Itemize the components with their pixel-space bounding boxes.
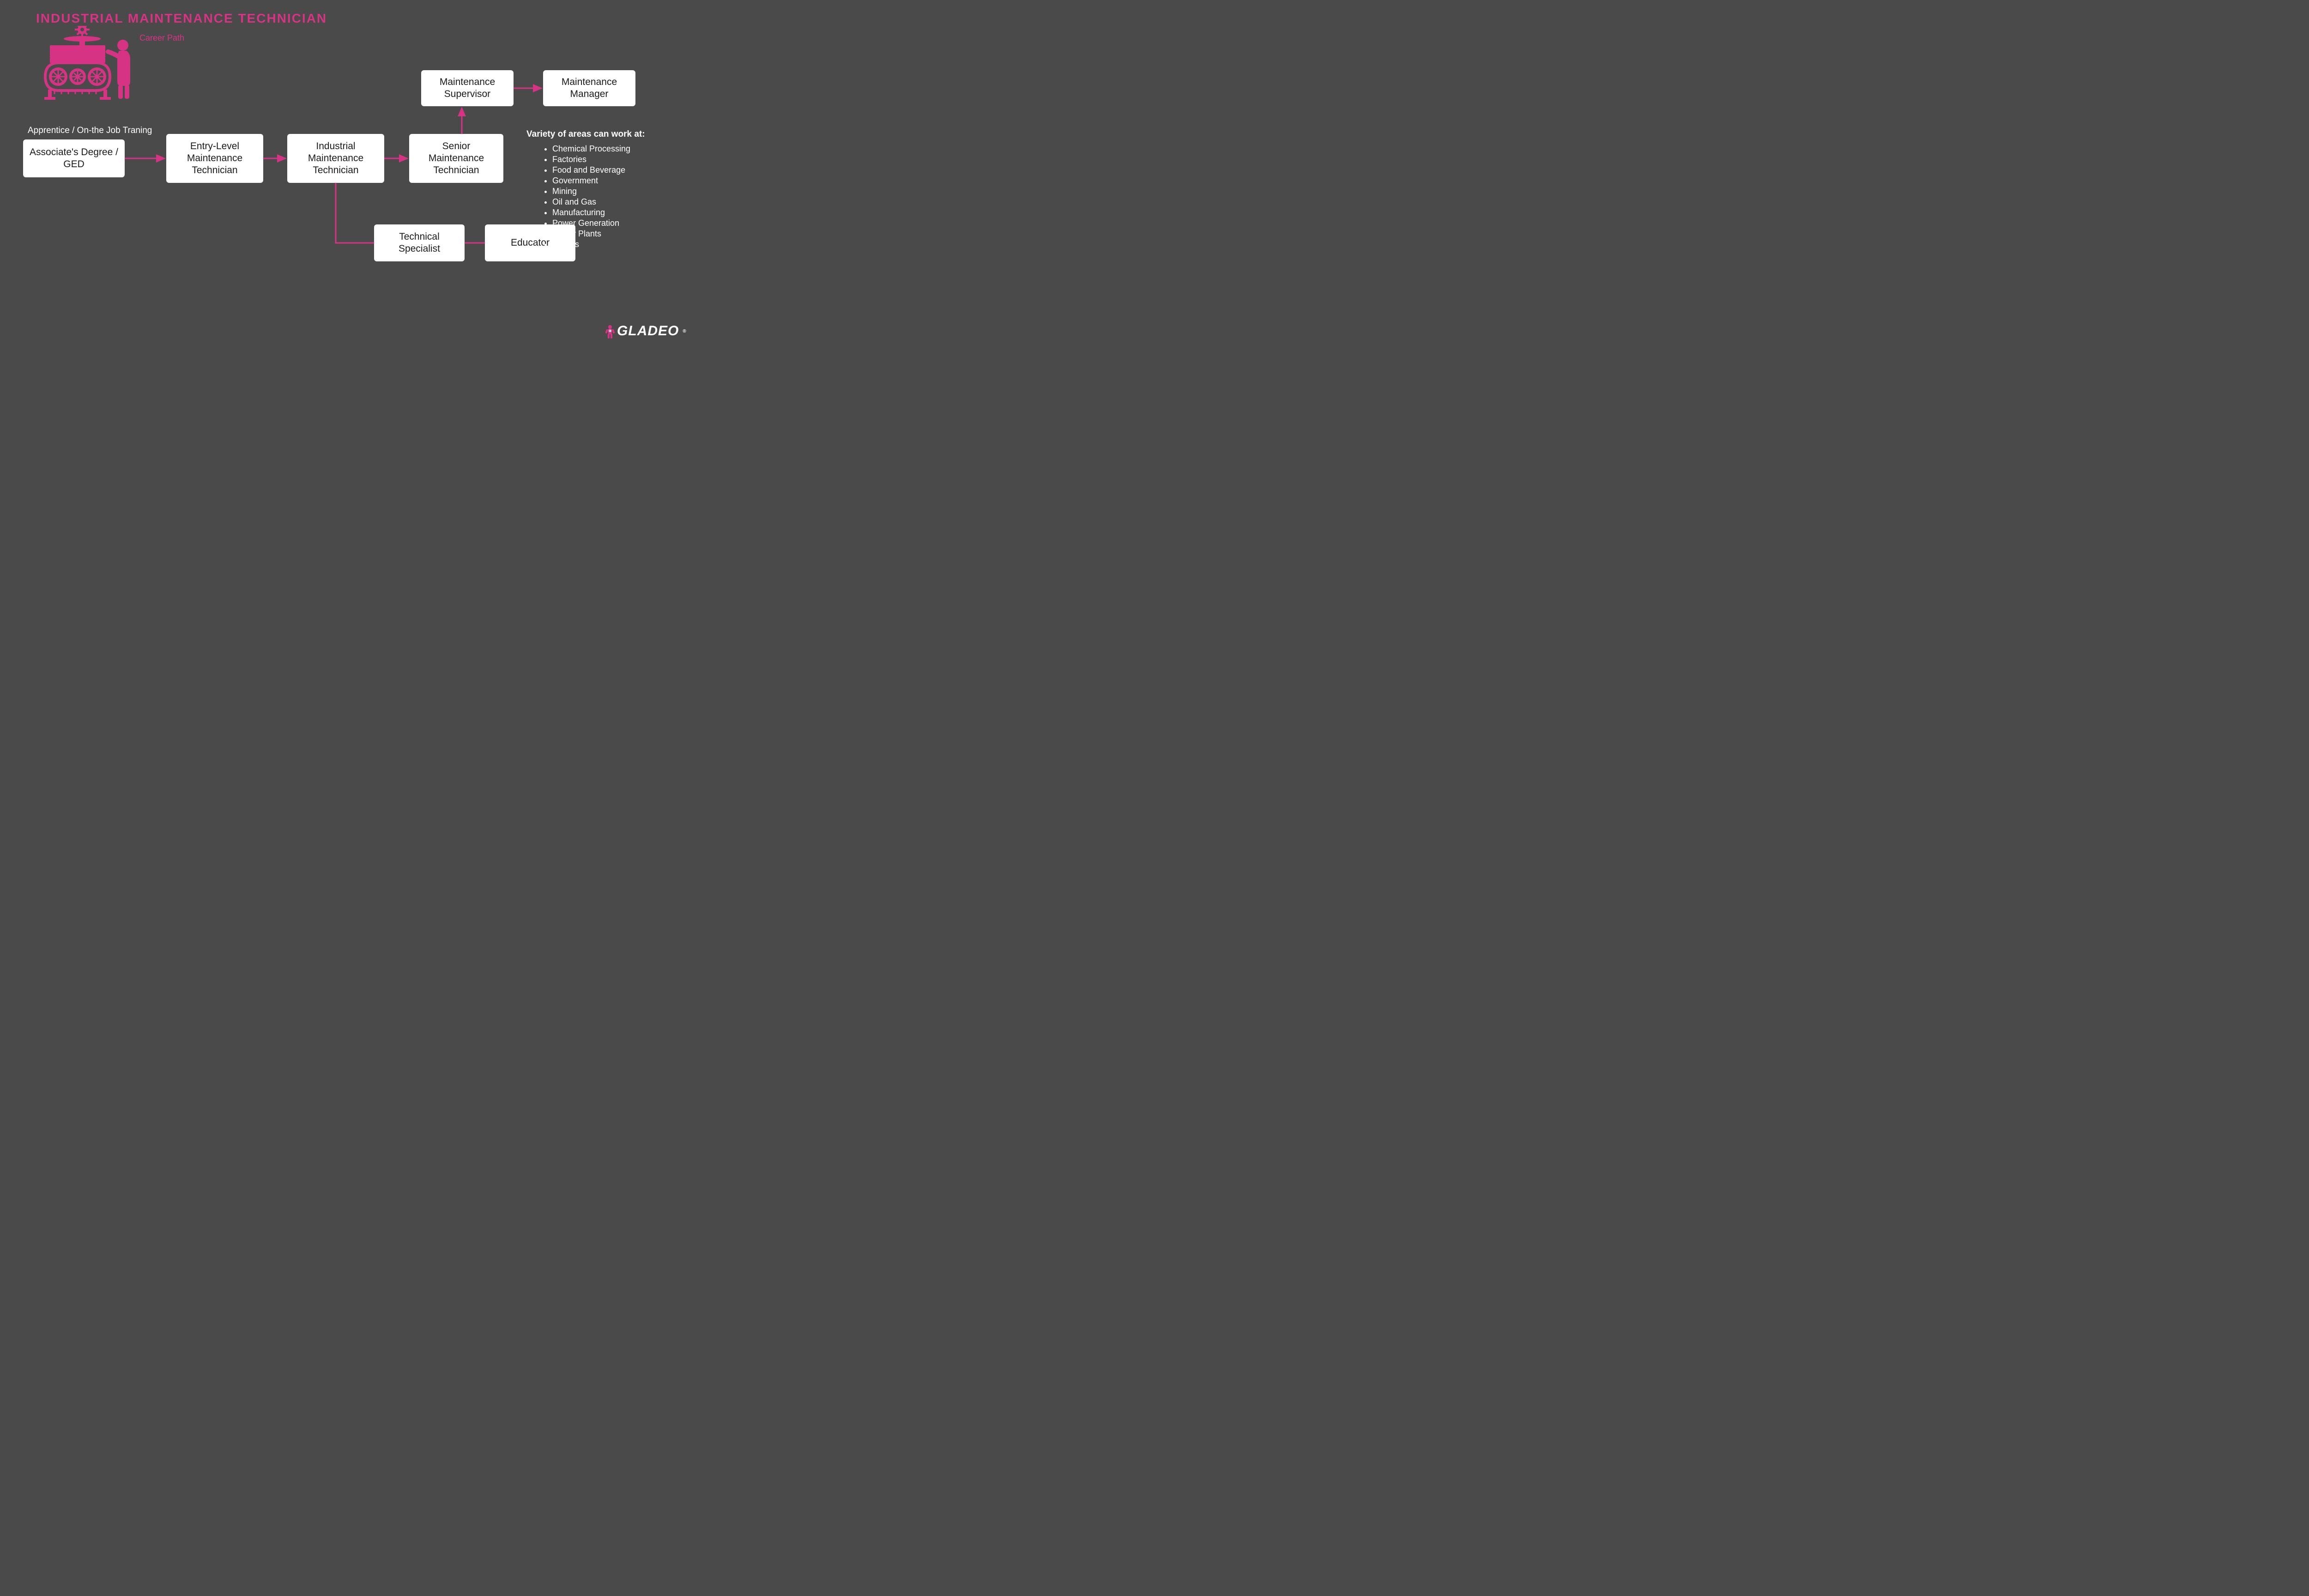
gladeo-logo: G GLADEO ® [605, 323, 687, 339]
node-label: Technical Specialist [380, 231, 459, 255]
node-label: Entry-Level Maintenance Technician [172, 140, 258, 177]
page-title: INDUSTRIAL MAINTENANCE TECHNICIAN [36, 11, 327, 26]
node-label: Senior Maintenance Technician [415, 140, 498, 177]
areas-list-item: Factories [552, 155, 630, 164]
svg-text:G: G [609, 330, 611, 332]
areas-list-item: Food and Beverage [552, 165, 630, 175]
node-industrial: Industrial Maintenance Technician [287, 134, 384, 183]
areas-list-item: Chemical Processing [552, 144, 630, 154]
areas-list: Chemical ProcessingFactoriesFood and Bev… [541, 144, 630, 250]
machine-worker-icon [36, 26, 133, 102]
node-label: Maintenance Manager [549, 76, 630, 101]
areas-list-item: Government [552, 176, 630, 186]
areas-list-item: Power Generation [552, 218, 630, 228]
node-technical-specialist: Technical Specialist [374, 224, 465, 261]
node-label: Industrial Maintenance Technician [293, 140, 379, 177]
gladeo-logo-icon: G [605, 325, 613, 338]
gladeo-logo-mark: ® [683, 329, 686, 334]
page-subtitle: Career Path [139, 33, 184, 43]
areas-list-item: Oil and Gas [552, 197, 630, 207]
areas-list-item: Power Plants [552, 229, 630, 239]
gladeo-logo-text: GLADEO [617, 323, 679, 339]
node-label: Associate's Degree / GED [29, 146, 119, 171]
apprentice-label: Apprentice / On-the Job Traning [28, 126, 152, 136]
areas-title: Variety of areas can work at: [526, 129, 645, 139]
node-supervisor: Maintenance Supervisor [421, 70, 514, 106]
node-senior: Senior Maintenance Technician [409, 134, 503, 183]
areas-list-item: Utilities [552, 240, 630, 249]
node-label: Maintenance Supervisor [427, 76, 508, 101]
areas-list-item: Mining [552, 187, 630, 196]
node-manager: Maintenance Manager [543, 70, 635, 106]
node-entry-level: Entry-Level Maintenance Technician [166, 134, 263, 183]
node-associate-degree: Associate's Degree / GED [23, 139, 125, 177]
areas-list-item: Manufacturing [552, 208, 630, 218]
